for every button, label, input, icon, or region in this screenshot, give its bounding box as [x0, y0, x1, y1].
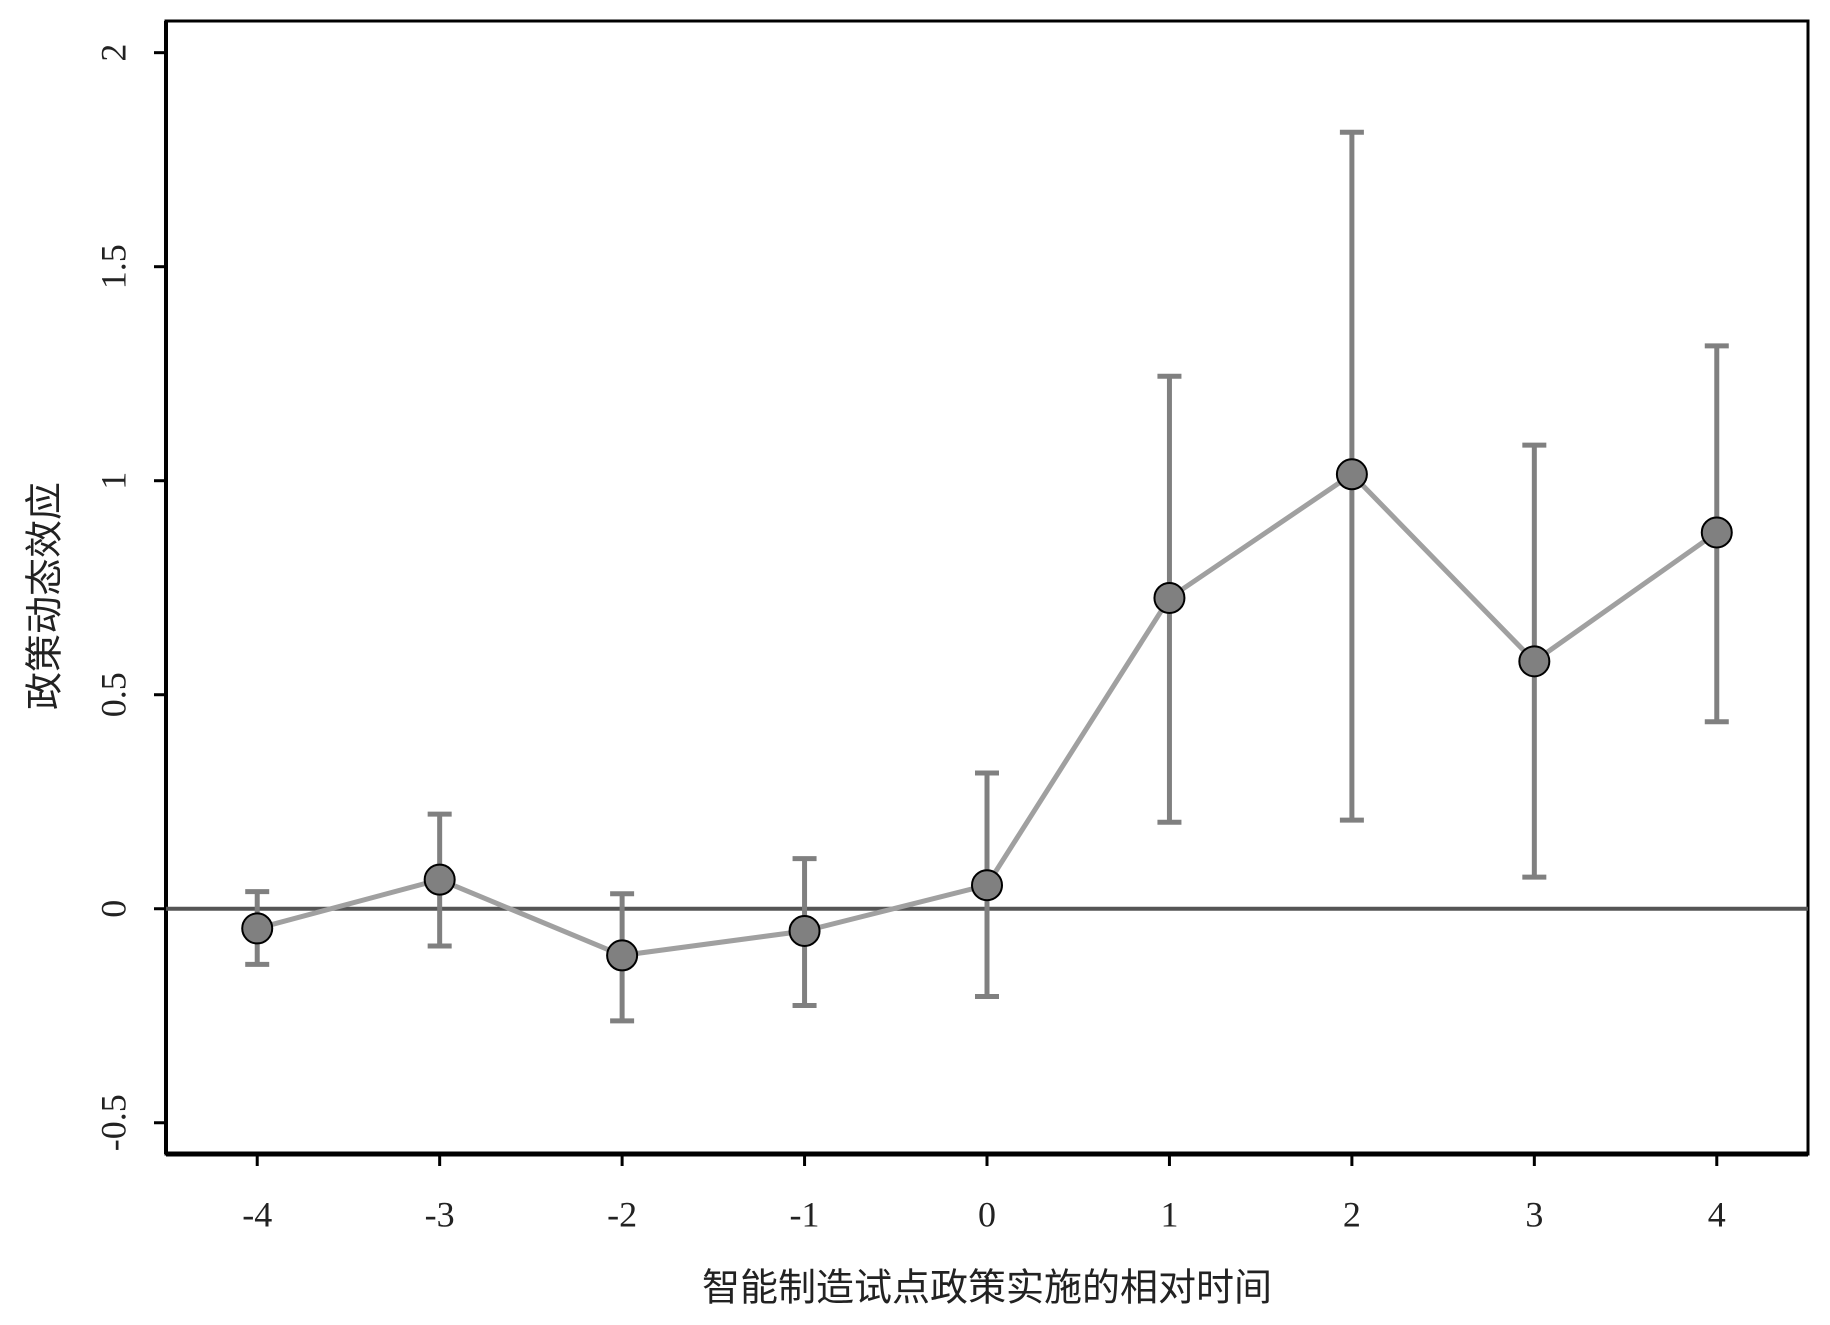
x-tick-label: 2	[1343, 1194, 1361, 1234]
point	[1335, 458, 1368, 491]
point	[971, 869, 1003, 902]
point	[1153, 581, 1186, 614]
y-tick-label: 1	[93, 472, 133, 490]
y-tick-label: 2	[93, 44, 133, 62]
x-tick-label: -4	[242, 1194, 272, 1234]
x-axis-title: 智能制造试点政策实施的相对时间	[702, 1266, 1272, 1310]
x-tick-label: 4	[1708, 1194, 1726, 1234]
x-tick-label: 3	[1525, 1194, 1543, 1234]
point	[1700, 516, 1733, 549]
x-tick-label: 1	[1160, 1194, 1178, 1234]
x-tick-label: -1	[790, 1194, 820, 1234]
y-tick-label: 0	[93, 900, 133, 918]
point	[606, 939, 639, 972]
point	[423, 863, 456, 896]
y-axis-title: 政策动态效应	[23, 482, 67, 710]
y-tick-label: -0.5	[93, 1094, 133, 1151]
y-tick-label: 0.5	[93, 672, 133, 717]
x-tick-label: -2	[607, 1194, 637, 1234]
x-tick-label: -3	[425, 1194, 455, 1234]
x-tick-label: 0	[978, 1194, 996, 1234]
y-tick-label: 1.5	[93, 244, 133, 289]
point	[241, 912, 274, 945]
point	[788, 914, 821, 947]
point	[1518, 645, 1551, 678]
